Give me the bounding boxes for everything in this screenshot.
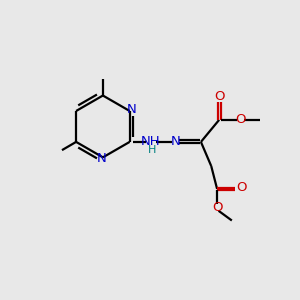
Text: N: N: [171, 135, 181, 148]
Text: O: O: [214, 90, 224, 103]
Text: N: N: [126, 103, 136, 116]
Text: O: O: [235, 113, 246, 126]
Text: O: O: [237, 181, 247, 194]
Text: NH: NH: [141, 135, 161, 148]
Text: N: N: [97, 152, 106, 165]
Text: O: O: [212, 201, 222, 214]
Text: H: H: [148, 145, 157, 155]
